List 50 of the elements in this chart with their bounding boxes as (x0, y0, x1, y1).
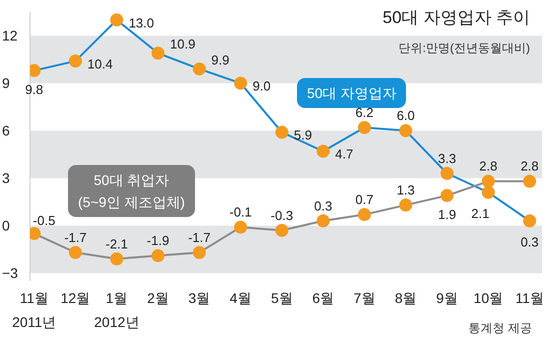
data-label: -1.9 (146, 233, 170, 248)
text: 단위:만명(전년동월대비) (398, 40, 530, 57)
data-label: 0.3 (314, 198, 332, 214)
data-label: -2.1 (106, 236, 128, 252)
data-label: 9.8 (25, 82, 44, 97)
y-tick-label: 0 (2, 218, 10, 234)
x-tick-label: 11월 (515, 290, 544, 306)
data-label: 13.0 (128, 15, 154, 30)
data-label: 4.7 (335, 146, 354, 162)
data-label: -1.7 (188, 230, 210, 245)
x-tick-label: 7월 (354, 290, 376, 306)
data-label: 2.8 (520, 158, 539, 174)
data-label: 5.9 (294, 128, 312, 143)
x-tick-label: 4월 (230, 290, 252, 306)
data-label: 1.9 (438, 206, 456, 222)
y-tick-label: −3 (2, 265, 18, 282)
data-label: 6.2 (355, 104, 374, 120)
x-tick-label: 1월 2012년 (94, 290, 140, 330)
data-label: 1.3 (396, 182, 415, 198)
x-tick-label: 9월 (436, 290, 458, 306)
text: 50대 취업자 (5~9인 제조업체) (68, 165, 195, 217)
y-tick-label: 9 (2, 75, 10, 92)
x-tick-label: 10월 (474, 290, 504, 306)
data-label: 0.3 (520, 234, 539, 250)
data-label: 10.4 (87, 56, 113, 72)
text: 통계청 제공 (468, 320, 532, 337)
data-label: -0.1 (229, 204, 252, 220)
data-label: -1.7 (64, 230, 87, 245)
data-label: 6.0 (396, 108, 415, 124)
data-label: 9.0 (252, 78, 271, 94)
x-tick-label: 5월 (270, 290, 293, 306)
data-label: 3.3 (438, 150, 456, 166)
x-tick-label: 6월 (312, 290, 334, 306)
data-label: 2.1 (471, 206, 490, 221)
data-label: -0.5 (32, 212, 56, 228)
data-label: 10.9 (170, 36, 196, 52)
data-label: 0.7 (355, 192, 374, 207)
data-label: 2.8 (479, 158, 498, 174)
x-tick-label: 11월 2011년 (12, 290, 56, 330)
y-tick-label: 3 (2, 170, 10, 186)
x-tick-label: 12월 (60, 290, 90, 306)
chart-title: 50대 자영업자 추이 (382, 7, 530, 29)
x-tick-label: 8월 (394, 290, 417, 306)
y-tick-label: 6 (2, 122, 10, 139)
x-tick-label: 2월 (147, 290, 169, 306)
series-label: 50대 자영업자 (307, 85, 396, 101)
data-label: 9.9 (211, 52, 230, 68)
x-tick-label: 3월 (188, 290, 210, 306)
data-label: -0.3 (270, 208, 294, 223)
y-tick-label: 12 (2, 28, 18, 44)
